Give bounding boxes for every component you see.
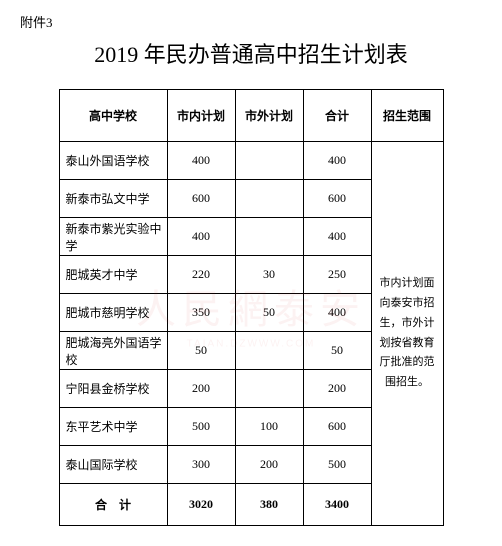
cell-outside <box>235 370 303 408</box>
cell-outside: 200 <box>235 446 303 484</box>
total-outside: 380 <box>235 484 303 526</box>
col-header-outside: 市外计划 <box>235 90 303 142</box>
cell-total: 200 <box>303 370 371 408</box>
cell-school: 泰山国际学校 <box>59 446 167 484</box>
cell-outside: 50 <box>235 294 303 332</box>
cell-outside <box>235 218 303 256</box>
cell-school: 新泰市弘文中学 <box>59 180 167 218</box>
cell-total: 400 <box>303 218 371 256</box>
cell-total: 500 <box>303 446 371 484</box>
cell-inside: 400 <box>167 218 235 256</box>
cell-school: 肥城英才中学 <box>59 256 167 294</box>
cell-inside: 220 <box>167 256 235 294</box>
cell-total: 50 <box>303 332 371 370</box>
cell-school: 肥城海亮外国语学校 <box>59 332 167 370</box>
cell-inside: 200 <box>167 370 235 408</box>
cell-inside: 300 <box>167 446 235 484</box>
cell-outside <box>235 142 303 180</box>
cell-inside: 350 <box>167 294 235 332</box>
cell-total: 400 <box>303 142 371 180</box>
cell-inside: 600 <box>167 180 235 218</box>
table-row: 泰山外国语学校400400市内计划面向泰安市招生，市外计划按省教育厅批准的范围招… <box>59 142 443 180</box>
cell-school: 宁阳县金桥学校 <box>59 370 167 408</box>
cell-outside <box>235 332 303 370</box>
enrollment-table: 高中学校 市内计划 市外计划 合计 招生范围 泰山外国语学校400400市内计划… <box>59 89 444 526</box>
total-label: 合 计 <box>59 484 167 526</box>
cell-school: 泰山外国语学校 <box>59 142 167 180</box>
cell-inside: 500 <box>167 408 235 446</box>
total-inside: 3020 <box>167 484 235 526</box>
cell-outside: 100 <box>235 408 303 446</box>
attachment-label: 附件3 <box>20 12 482 31</box>
cell-school: 新泰市紫光实验中学 <box>59 218 167 256</box>
cell-inside: 400 <box>167 142 235 180</box>
cell-scope: 市内计划面向泰安市招生，市外计划按省教育厅批准的范围招生。 <box>371 142 443 526</box>
cell-inside: 50 <box>167 332 235 370</box>
cell-outside <box>235 180 303 218</box>
cell-total: 400 <box>303 294 371 332</box>
col-header-school: 高中学校 <box>59 90 167 142</box>
col-header-scope: 招生范围 <box>371 90 443 142</box>
total-total: 3400 <box>303 484 371 526</box>
col-header-total: 合计 <box>303 90 371 142</box>
cell-school: 肥城市慈明学校 <box>59 294 167 332</box>
table-header-row: 高中学校 市内计划 市外计划 合计 招生范围 <box>59 90 443 142</box>
col-header-inside: 市内计划 <box>167 90 235 142</box>
cell-total: 250 <box>303 256 371 294</box>
cell-total: 600 <box>303 180 371 218</box>
cell-total: 600 <box>303 408 371 446</box>
page-title: 2019 年民办普通高中招生计划表 <box>20 37 482 69</box>
cell-school: 东平艺术中学 <box>59 408 167 446</box>
cell-outside: 30 <box>235 256 303 294</box>
